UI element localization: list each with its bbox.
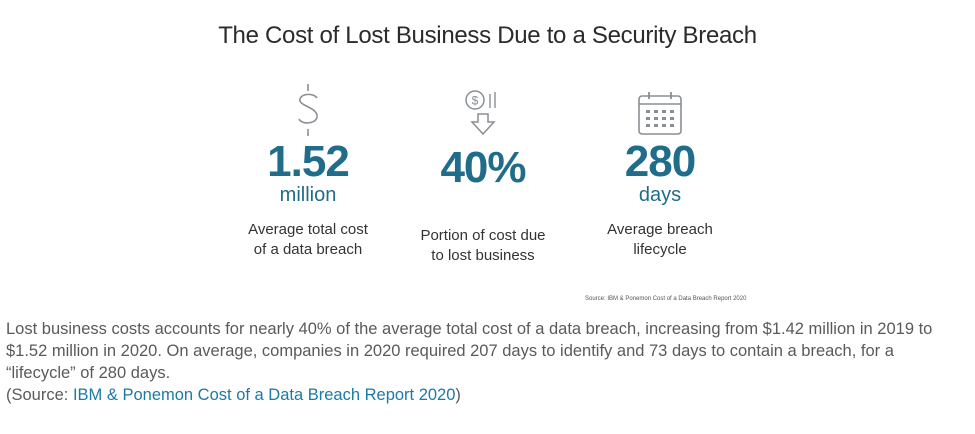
money-down-arrow-icon: $: [398, 80, 568, 138]
stat-description: Portion of cost due to lost business: [420, 227, 546, 264]
source-line: (Source: IBM & Ponemon Cost of a Data Br…: [6, 384, 966, 406]
stat-value: 280: [624, 137, 696, 186]
infographic-title: The Cost of Lost Business Due to a Secur…: [218, 22, 757, 49]
source-prefix: (Source:: [6, 386, 73, 404]
svg-text:$: $: [472, 94, 479, 108]
stat-unit: days: [638, 184, 682, 206]
stat-unit: million: [279, 184, 337, 206]
calendar-icon: [575, 80, 745, 138]
body-paragraph: Lost business costs accounts for nearly …: [6, 320, 933, 382]
stat-value: 40%: [440, 143, 526, 192]
stat-description: Average breach lifecycle: [607, 221, 713, 258]
stat-breach-lifecycle: 280 days Average breach lifecycle: [575, 80, 745, 260]
source-report-link[interactable]: IBM & Ponemon Cost of a Data Breach Repo…: [72, 386, 456, 404]
dollar-icon: [223, 80, 393, 138]
body-text: Lost business costs accounts for nearly …: [6, 318, 966, 406]
stat-value: 1.52: [267, 137, 350, 186]
stat-description: Average total cost of a data breach: [248, 221, 368, 258]
stat-lost-business-portion: $ 40% Portion of cost due to lost busine…: [398, 80, 568, 266]
infographic: The Cost of Lost Business Due to a Secur…: [218, 22, 757, 302]
infographic-source-note: Source: IBM & Ponemon Cost of a Data Bre…: [585, 296, 747, 302]
source-suffix: ): [455, 386, 461, 404]
stat-average-cost: 1.52 million Average total cost of a dat…: [223, 80, 393, 260]
